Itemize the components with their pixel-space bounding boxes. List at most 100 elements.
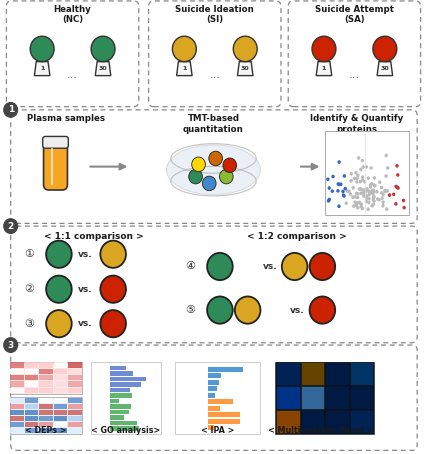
Text: vs.: vs. xyxy=(78,285,92,294)
FancyBboxPatch shape xyxy=(110,377,145,381)
Circle shape xyxy=(362,180,366,184)
Circle shape xyxy=(369,189,373,192)
Circle shape xyxy=(353,195,356,199)
Polygon shape xyxy=(35,62,50,76)
Text: vs.: vs. xyxy=(262,262,276,271)
Text: 3: 3 xyxy=(8,340,14,350)
Polygon shape xyxy=(95,62,111,76)
Circle shape xyxy=(326,199,329,202)
Circle shape xyxy=(347,190,350,193)
FancyBboxPatch shape xyxy=(110,366,126,370)
FancyBboxPatch shape xyxy=(68,428,82,433)
Circle shape xyxy=(379,186,383,189)
Circle shape xyxy=(360,207,363,210)
Circle shape xyxy=(359,202,362,206)
Text: < DEPs >: < DEPs > xyxy=(25,426,67,435)
FancyBboxPatch shape xyxy=(68,362,82,368)
FancyBboxPatch shape xyxy=(68,375,82,380)
Circle shape xyxy=(372,184,376,188)
Circle shape xyxy=(188,169,202,184)
FancyBboxPatch shape xyxy=(325,410,348,433)
FancyBboxPatch shape xyxy=(110,405,131,409)
FancyBboxPatch shape xyxy=(276,386,299,409)
Circle shape xyxy=(380,193,384,197)
Text: 1: 1 xyxy=(321,66,325,71)
Text: 1: 1 xyxy=(182,66,186,71)
FancyBboxPatch shape xyxy=(110,393,132,398)
Circle shape xyxy=(309,296,334,324)
FancyBboxPatch shape xyxy=(39,362,53,368)
FancyBboxPatch shape xyxy=(325,386,348,409)
Circle shape xyxy=(369,182,373,186)
Circle shape xyxy=(366,201,370,204)
Circle shape xyxy=(330,189,333,193)
FancyBboxPatch shape xyxy=(10,410,24,415)
Circle shape xyxy=(366,207,369,211)
Circle shape xyxy=(372,36,396,62)
Circle shape xyxy=(46,276,72,303)
Circle shape xyxy=(368,185,371,189)
FancyBboxPatch shape xyxy=(110,421,137,425)
Circle shape xyxy=(377,198,380,202)
Circle shape xyxy=(395,186,399,190)
Text: < 1:2 comparison >: < 1:2 comparison > xyxy=(246,232,346,241)
Circle shape xyxy=(371,190,374,193)
FancyBboxPatch shape xyxy=(110,399,119,403)
FancyBboxPatch shape xyxy=(54,375,67,380)
FancyBboxPatch shape xyxy=(10,398,24,403)
Circle shape xyxy=(4,338,17,352)
FancyBboxPatch shape xyxy=(68,404,82,409)
Circle shape xyxy=(371,188,374,192)
Polygon shape xyxy=(237,62,252,76)
FancyBboxPatch shape xyxy=(110,410,128,414)
Circle shape xyxy=(371,202,374,206)
Circle shape xyxy=(359,205,362,208)
FancyBboxPatch shape xyxy=(207,367,242,372)
FancyBboxPatch shape xyxy=(54,410,67,415)
Circle shape xyxy=(371,195,375,198)
FancyBboxPatch shape xyxy=(25,375,38,380)
Circle shape xyxy=(383,190,386,193)
Circle shape xyxy=(385,189,388,192)
Circle shape xyxy=(355,201,359,205)
Circle shape xyxy=(360,175,363,179)
FancyBboxPatch shape xyxy=(349,410,372,433)
FancyBboxPatch shape xyxy=(10,404,24,409)
FancyBboxPatch shape xyxy=(207,373,221,378)
FancyBboxPatch shape xyxy=(54,422,67,427)
Circle shape xyxy=(46,241,72,268)
Circle shape xyxy=(371,197,374,201)
FancyBboxPatch shape xyxy=(110,415,124,420)
Circle shape xyxy=(383,188,386,192)
FancyBboxPatch shape xyxy=(54,369,67,374)
Circle shape xyxy=(394,164,398,168)
Circle shape xyxy=(393,202,397,206)
FancyBboxPatch shape xyxy=(276,410,299,433)
Circle shape xyxy=(360,188,363,192)
Circle shape xyxy=(46,310,72,337)
Circle shape xyxy=(342,194,345,197)
Circle shape xyxy=(357,187,360,191)
FancyBboxPatch shape xyxy=(25,416,38,421)
Circle shape xyxy=(368,191,372,194)
Circle shape xyxy=(355,173,359,177)
Polygon shape xyxy=(376,62,392,76)
Circle shape xyxy=(91,36,115,62)
Circle shape xyxy=(331,175,334,178)
Polygon shape xyxy=(176,62,192,76)
FancyBboxPatch shape xyxy=(207,406,219,411)
Text: < Multi-marker Panel >: < Multi-marker Panel > xyxy=(268,426,373,435)
FancyBboxPatch shape xyxy=(10,362,82,394)
Circle shape xyxy=(342,174,345,178)
Circle shape xyxy=(343,187,346,190)
FancyBboxPatch shape xyxy=(300,362,323,385)
Text: 30: 30 xyxy=(380,66,388,71)
Text: 1: 1 xyxy=(40,66,44,71)
Circle shape xyxy=(380,200,384,204)
Circle shape xyxy=(379,191,383,195)
Text: 2: 2 xyxy=(8,222,14,231)
FancyBboxPatch shape xyxy=(276,362,299,385)
FancyBboxPatch shape xyxy=(43,143,67,190)
Text: Plasma samples: Plasma samples xyxy=(27,114,105,123)
Circle shape xyxy=(357,201,360,204)
